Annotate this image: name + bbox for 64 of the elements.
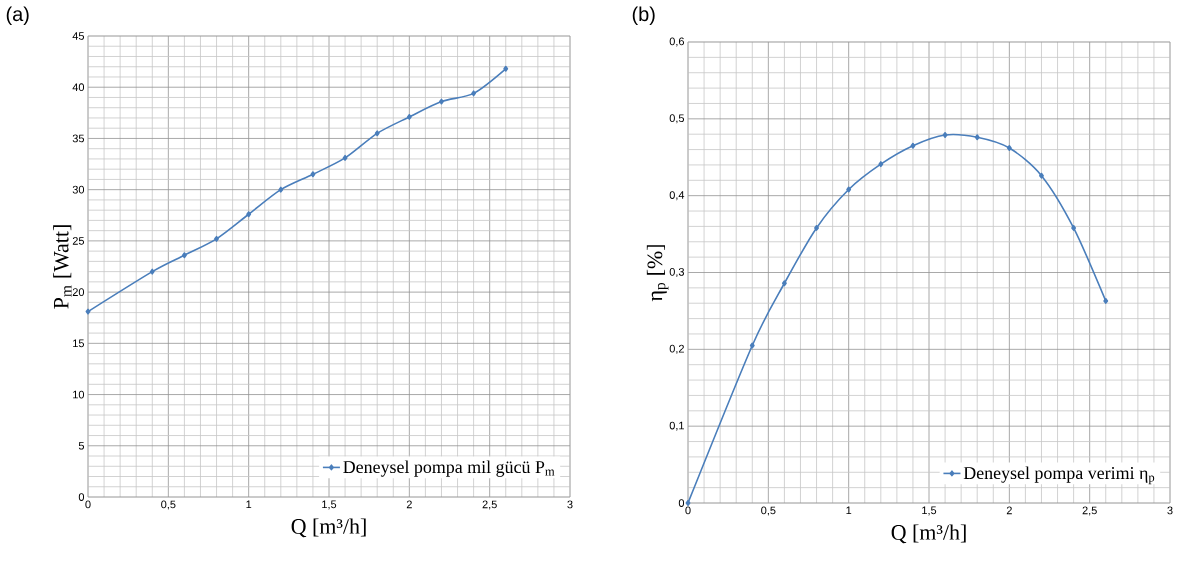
x-tick-label: 0,5 bbox=[161, 500, 176, 510]
x-axis-title: Q [m³/h] bbox=[891, 524, 966, 544]
y-axis-title: P$_{m}$ [Watt] bbox=[53, 225, 72, 309]
point bbox=[439, 98, 444, 105]
legend-label: Deneysel pompa verimi η$_{p}$ bbox=[963, 466, 1155, 485]
x-tick-label: 2 bbox=[1006, 506, 1012, 515]
y-tick-label: 0,1 bbox=[669, 421, 684, 431]
point bbox=[910, 142, 916, 149]
x-tick-label: 1 bbox=[846, 506, 852, 515]
point bbox=[1039, 172, 1044, 179]
point bbox=[974, 134, 980, 141]
point bbox=[406, 113, 412, 120]
point bbox=[85, 308, 91, 315]
point bbox=[181, 252, 187, 259]
y-tick-label: 10 bbox=[73, 390, 85, 399]
point bbox=[278, 186, 284, 193]
y-axis-title: η$_{p}$ [%] bbox=[646, 245, 669, 302]
y-tick-label: 0,4 bbox=[669, 191, 685, 201]
y-tick-label: 0 bbox=[78, 493, 85, 501]
point bbox=[246, 211, 252, 218]
y-tick-label: 40 bbox=[72, 83, 85, 92]
point bbox=[1103, 297, 1109, 304]
point bbox=[846, 186, 852, 193]
x-tick-label: 1,5 bbox=[322, 500, 337, 510]
y-tick-label: 30 bbox=[72, 185, 85, 194]
point bbox=[878, 161, 884, 168]
y-tick-label: 0,6 bbox=[669, 37, 684, 47]
x-tick-label: 2 bbox=[406, 500, 412, 509]
point bbox=[942, 131, 948, 138]
y-tick-label: 20 bbox=[72, 288, 85, 296]
point bbox=[781, 280, 787, 287]
point bbox=[342, 154, 348, 161]
point bbox=[149, 268, 155, 275]
y-tick-label: 45 bbox=[72, 32, 85, 40]
point bbox=[1006, 145, 1012, 152]
x-axis-title: Q [m³/h] bbox=[291, 518, 366, 538]
x-tick-label: 1,5 bbox=[922, 506, 937, 516]
x-tick-label: 2,5 bbox=[1082, 506, 1097, 516]
point bbox=[814, 224, 819, 231]
x-tick-label: 0 bbox=[685, 506, 691, 515]
y-tick-label: 0,5 bbox=[669, 114, 685, 124]
point bbox=[471, 90, 477, 97]
chart-title: (b) bbox=[632, 6, 655, 26]
y-tick-label: 15 bbox=[73, 339, 85, 348]
y-tick-label: 0,2 bbox=[669, 344, 684, 354]
x-tick-label: 2,5 bbox=[482, 500, 497, 510]
x-tick-label: 0 bbox=[85, 500, 91, 509]
y-tick-label: 35 bbox=[72, 134, 85, 143]
point bbox=[374, 130, 380, 137]
point bbox=[503, 65, 509, 72]
x-tick-label: 0,5 bbox=[761, 506, 776, 516]
y-tick-label: 5 bbox=[78, 441, 85, 450]
point bbox=[1071, 224, 1077, 231]
chart-title: (a) bbox=[6, 6, 29, 26]
x-tick-label: 3 bbox=[1167, 506, 1173, 515]
point bbox=[310, 171, 316, 178]
point bbox=[749, 342, 755, 349]
point bbox=[214, 235, 219, 242]
y-tick-label: 25 bbox=[72, 237, 85, 245]
legend-label: Deneysel pompa mil gücü P$_{m}$ bbox=[343, 460, 555, 477]
x-tick-label: 1 bbox=[246, 500, 252, 509]
x-tick-label: 3 bbox=[567, 500, 573, 509]
y-tick-label: 0,3 bbox=[669, 267, 684, 278]
point bbox=[685, 500, 691, 506]
